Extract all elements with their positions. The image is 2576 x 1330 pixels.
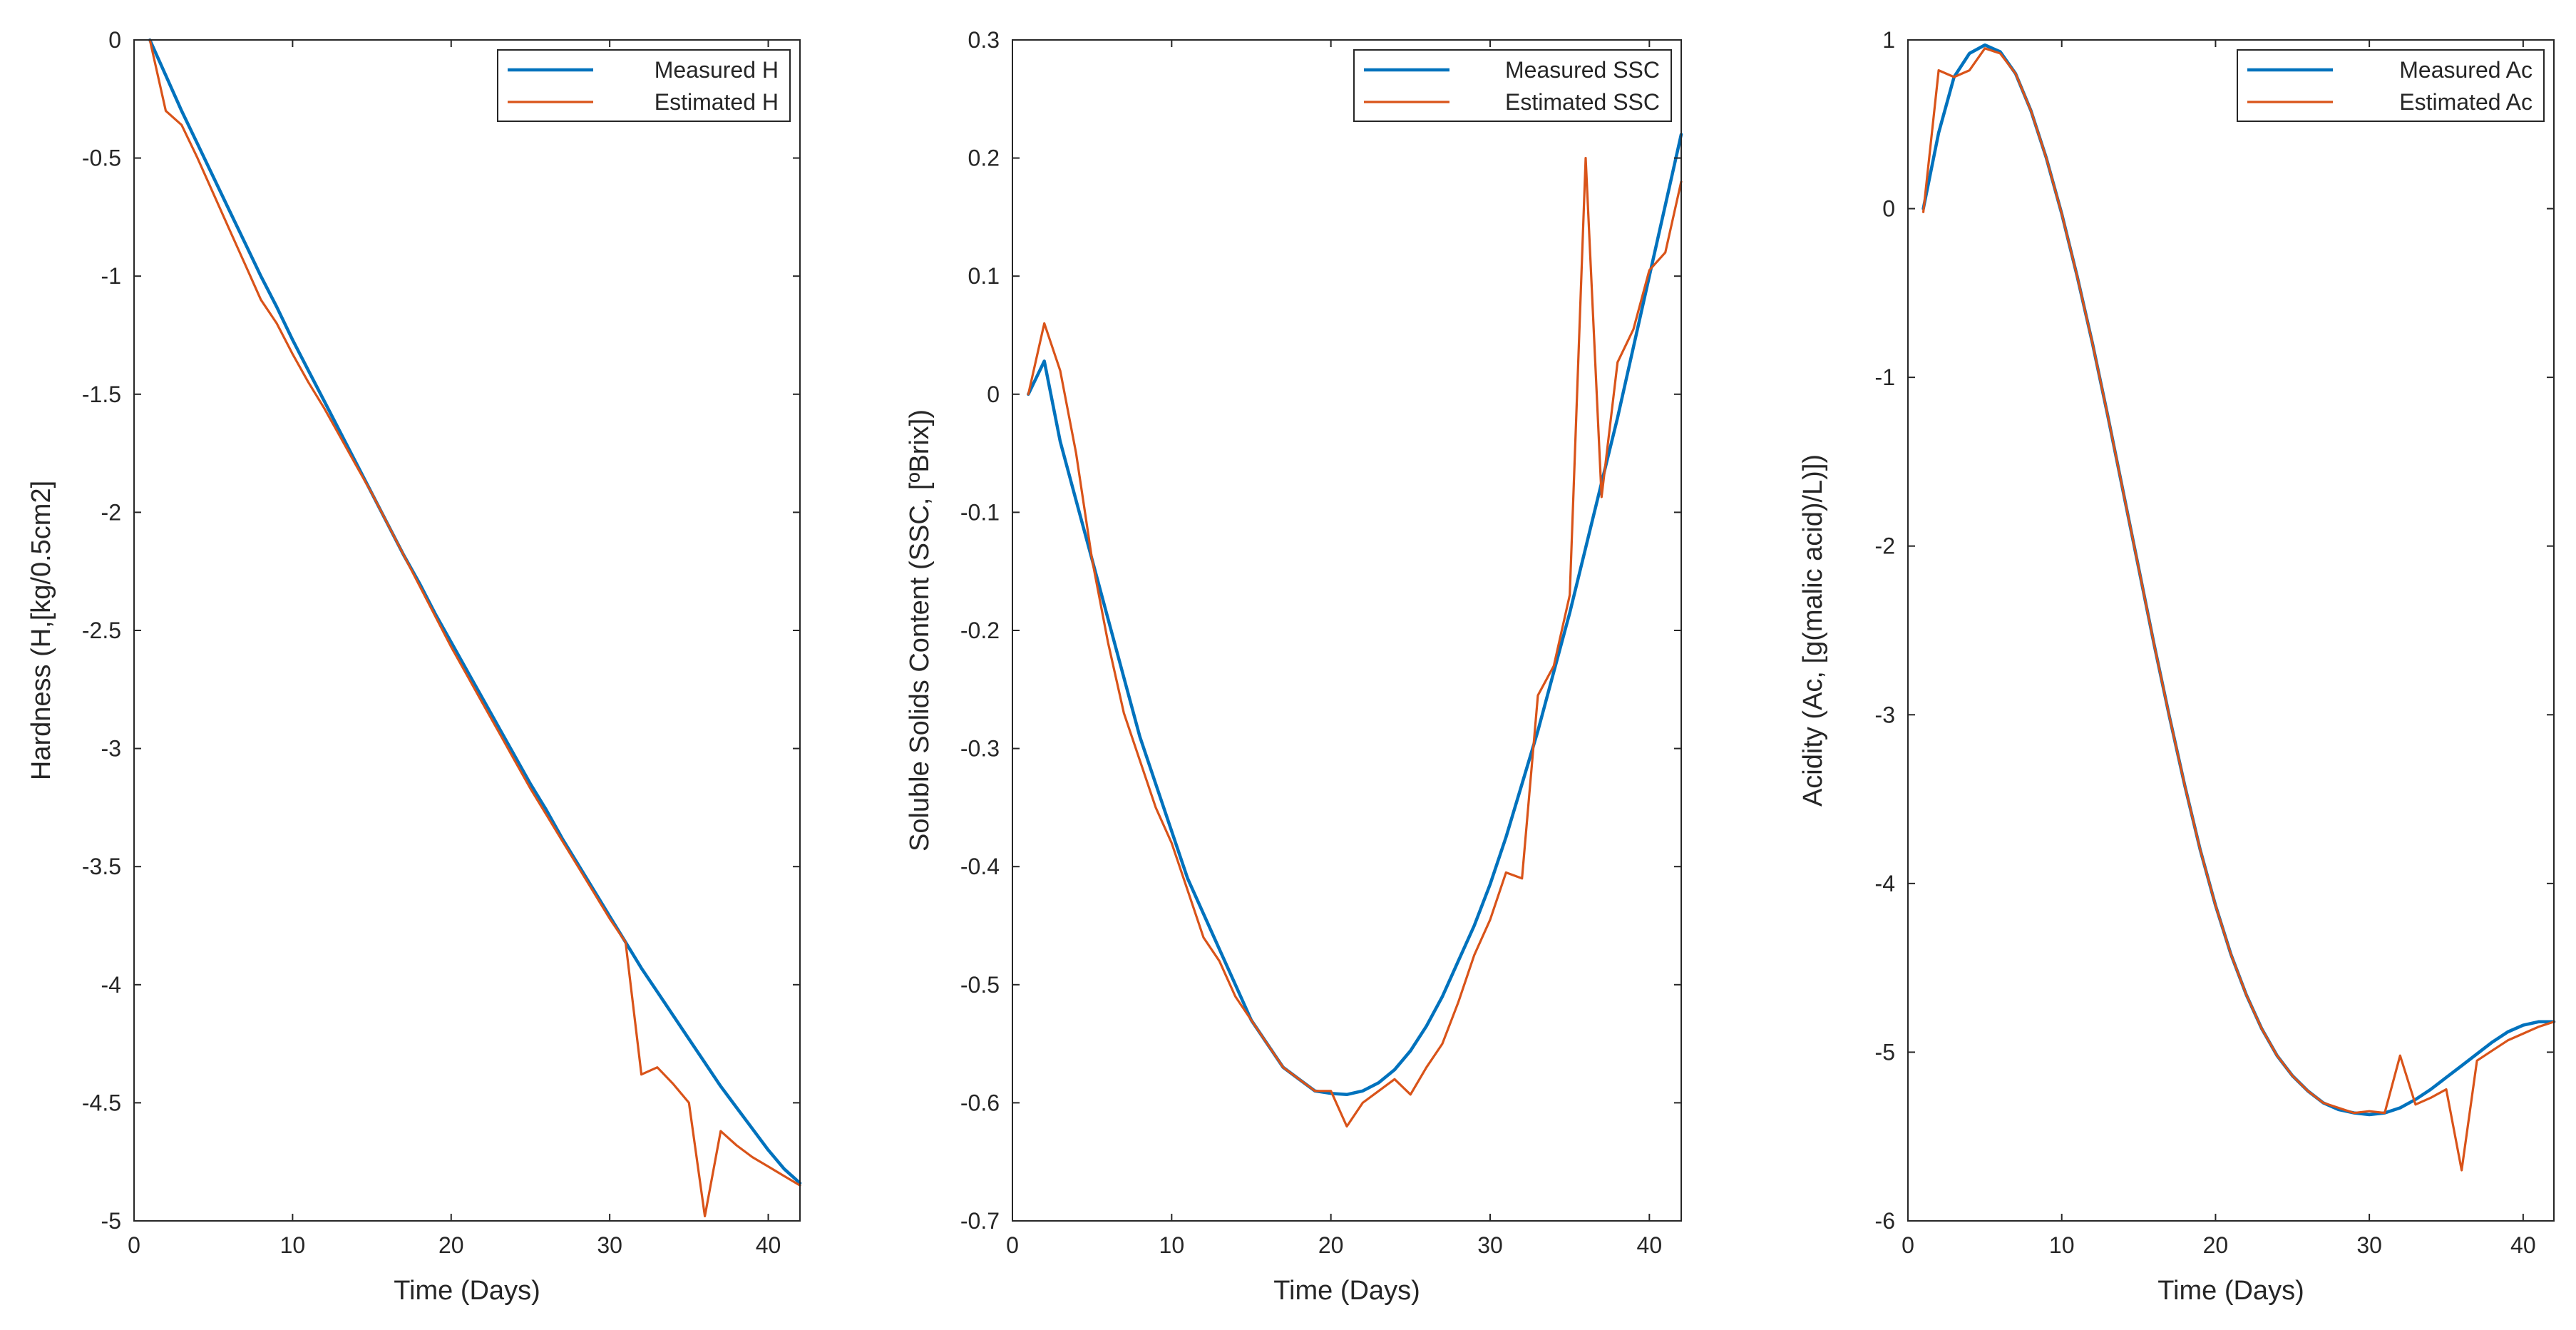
hardness-y-tick-label: -2: [101, 499, 121, 525]
ssc-y-tick-label: -0.1: [960, 499, 1000, 525]
ssc-y-tick-label: 0.3: [968, 27, 1000, 53]
ssc-plot-area: [1012, 40, 1681, 1221]
hardness-measured-line: [148, 38, 802, 1185]
acidity-y-tick-label: 0: [1882, 196, 1895, 222]
acidity-y-tick-label: -1: [1875, 364, 1895, 390]
hardness-chart: Time (Days) Hardness (H,[kg/0.5cm2] 0 10 2…: [26, 27, 802, 1306]
hardness-y-tick-label: -1: [101, 263, 121, 289]
hardness-y-tick-label: -0.5: [82, 145, 121, 171]
acidity-legend: Measured Ac Estimated Ac: [2237, 49, 2545, 122]
acidity-x-axis-label: Time (Days): [2157, 1276, 2304, 1306]
acidity-plot-area: [1908, 40, 2554, 1221]
ssc-y-tick-label: -0.7: [960, 1208, 1000, 1234]
ssc-chart: Time (Days) Soluble Solids Content (SSC,…: [905, 27, 1683, 1306]
ssc-x-tick-label: 30: [1477, 1232, 1503, 1258]
ssc-measured-line: [1027, 133, 1683, 1097]
hardness-y-tick-label: -3: [101, 736, 121, 762]
hardness-x-tick-label: 30: [597, 1232, 622, 1258]
acidity-axes-frame: [1907, 39, 2555, 1222]
hardness-legend-measured-label: Measured H: [655, 57, 779, 83]
acidity-x-tick-label: 40: [2510, 1232, 2536, 1258]
hardness-legend: Measured H Estimated H: [497, 49, 791, 122]
acidity-chart: Time (Days) Acidity (Ac, [g(malic acid)/…: [1798, 27, 2556, 1306]
hardness-y-tick-label: -3.5: [82, 854, 121, 879]
acidity-x-tick-label: 30: [2356, 1232, 2382, 1258]
ssc-y-axis-label: Soluble Solids Content (SSC, [ºBrix]): [905, 409, 935, 851]
acidity-x-tick-label: 0: [1902, 1232, 1914, 1258]
ssc-x-tick-label: 10: [1159, 1232, 1185, 1258]
acidity-legend-measured-label: Measured Ac: [2399, 57, 2533, 83]
acidity-y-tick-label: -2: [1875, 533, 1895, 559]
ssc-legend: Measured SSC Estimated SSC: [1353, 49, 1672, 122]
ssc-y-tick-label: 0: [987, 382, 1000, 407]
ssc-y-tick-label: -0.6: [960, 1090, 1000, 1115]
acidity-y-tick-label: -5: [1875, 1039, 1895, 1065]
hardness-x-tick-label: 20: [438, 1232, 464, 1258]
hardness-y-tick-label: 0: [108, 27, 121, 53]
acidity-x-tick-label: 10: [2049, 1232, 2075, 1258]
ssc-x-tick-label: 40: [1637, 1232, 1663, 1258]
acidity-legend-box: [2237, 49, 2545, 122]
ssc-y-tick-label: -0.3: [960, 736, 1000, 762]
hardness-legend-box: [497, 49, 791, 122]
hardness-estimated-line: [148, 39, 801, 1218]
ssc-legend-estimated-label: Estimated SSC: [1505, 89, 1660, 115]
hardness-legend-estimated-label: Estimated H: [655, 89, 779, 115]
ssc-legend-measured-label: Measured SSC: [1505, 57, 1660, 83]
hardness-x-tick-label: 10: [280, 1232, 306, 1258]
ssc-y-tick-label: 0.1: [968, 263, 1000, 289]
ssc-y-tick-label: -0.5: [960, 972, 1000, 998]
acidity-estimated-line: [1922, 47, 2555, 1172]
ssc-y-tick-label: -0.2: [960, 618, 1000, 643]
ssc-x-tick-label: 0: [1006, 1232, 1019, 1258]
ssc-x-tick-label: 20: [1318, 1232, 1344, 1258]
hardness-y-tick-label: -5: [101, 1208, 121, 1234]
hardness-y-tick-label: -4: [101, 972, 121, 998]
hardness-x-tick-label: 0: [128, 1232, 140, 1258]
hardness-y-tick-label: -4.5: [82, 1090, 121, 1115]
acidity-legend-estimated-label: Estimated Ac: [2399, 89, 2533, 115]
hardness-plot-area: [134, 40, 800, 1221]
acidity-y-tick-label: -4: [1875, 871, 1895, 896]
hardness-y-axis-label: Hardness (H,[kg/0.5cm2]: [26, 481, 56, 780]
acidity-y-tick-label: -6: [1875, 1208, 1895, 1234]
hardness-x-axis-label: Time (Days): [394, 1276, 540, 1306]
ssc-y-tick-label: -0.4: [960, 854, 1000, 879]
ssc-y-tick-label: 0.2: [968, 145, 1000, 171]
hardness-x-tick-label: 40: [756, 1232, 781, 1258]
hardness-y-tick-label: -2.5: [82, 618, 121, 643]
acidity-y-axis-label: Acidity (Ac, [g(malic acid)/L)]): [1798, 454, 1828, 807]
hardness-y-tick-label: -1.5: [82, 382, 121, 407]
ssc-legend-box: [1353, 49, 1672, 122]
acidity-x-tick-label: 20: [2203, 1232, 2229, 1258]
acidity-y-tick-label: -3: [1875, 702, 1895, 727]
acidity-y-tick-label: 1: [1882, 27, 1895, 53]
ssc-estimated-line: [1027, 157, 1683, 1128]
ssc-x-axis-label: Time (Days): [1273, 1276, 1420, 1306]
